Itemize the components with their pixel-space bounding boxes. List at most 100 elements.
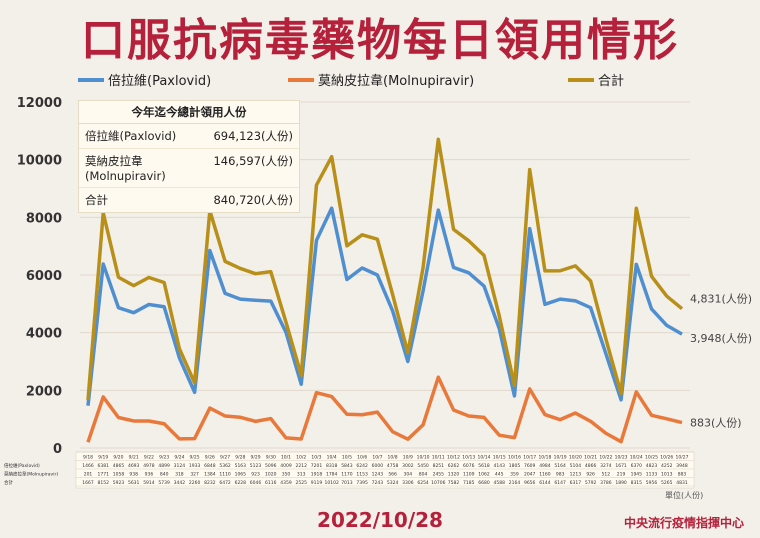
data-table-cell: 1784 [326, 472, 338, 478]
data-table-cell: 2525 [296, 480, 308, 486]
data-table-cell: 6317 [570, 480, 582, 486]
summary-table: 今年迄今總計領用人份 倍拉維(Paxlovid) 694,123(人份) 莫納皮… [78, 100, 300, 213]
legend-item-paxlovid: 倍拉維(Paxlovid) [78, 70, 211, 89]
y-tick-label: 8000 [26, 211, 62, 226]
summary-row-paxlovid: 倍拉維(Paxlovid) 694,123(人份) [79, 124, 299, 149]
data-table-cell: 3124 [174, 463, 186, 469]
x-tick-label: 9/19 [98, 455, 108, 461]
data-table-cell: 5104 [570, 463, 582, 469]
summary-row-total: 合計 840,720(人份) [79, 188, 299, 212]
data-table-cell: 1020 [265, 472, 277, 478]
data-table-cell: 8232 [204, 480, 216, 486]
data-table-cell: 6076 [463, 463, 475, 469]
summary-value: 694,123(人份) [213, 129, 293, 143]
x-tick-label: 9/24 [174, 455, 184, 461]
data-table-cell: 5096 [265, 463, 277, 469]
data-table-cell: 1945 [631, 472, 643, 478]
data-table-cell: 6472 [219, 480, 231, 486]
x-tick-label: 9/21 [129, 455, 139, 461]
y-tick-label: 0 [53, 442, 62, 457]
data-table-bg [75, 451, 695, 489]
data-table-cell: 4899 [158, 463, 170, 469]
data-table-cell: 359 [510, 472, 519, 478]
x-tick-label: 10/13 [462, 455, 475, 461]
data-table-cell: 3274 [600, 463, 612, 469]
data-table-cell: 201 [84, 472, 93, 478]
data-table-cell: 10706 [431, 480, 445, 486]
y-tick-label: 10000 [17, 154, 62, 169]
x-tick-label: 10/4 [327, 455, 337, 461]
data-table-cell: 5265 [661, 480, 673, 486]
y-tick-label: 4000 [26, 327, 62, 342]
x-tick-label: 9/25 [190, 455, 200, 461]
data-table-cell: 1062 [478, 472, 490, 478]
x-tick-label: 10/12 [447, 455, 460, 461]
data-table-cell: 4984 [539, 463, 551, 469]
data-table-cell: 318 [175, 472, 184, 478]
data-table-cell: 1109 [463, 472, 475, 478]
data-table-cell: 313 [297, 472, 306, 478]
data-table-cell: 7013 [341, 480, 353, 486]
legend-item-molnupiravir: 莫納皮拉韋(Molnupiravir) [288, 70, 474, 89]
x-tick-label: 10/1 [281, 455, 291, 461]
data-table-cell: 6381 [98, 463, 110, 469]
data-table-cell: 5956 [646, 480, 658, 486]
data-table-cell: 4143 [494, 463, 506, 469]
series-line-1 [86, 375, 683, 444]
data-table-cell: 3306 [402, 480, 414, 486]
x-tick-label: 10/3 [311, 455, 321, 461]
data-table-cell: 7395 [356, 480, 368, 486]
x-tick-label: 9/26 [205, 455, 215, 461]
legend-swatch-molnupiravir [288, 77, 314, 82]
data-table-cell: 6228 [235, 480, 247, 486]
data-table-cell: 1058 [113, 472, 125, 478]
data-table-cell: 5164 [554, 463, 566, 469]
data-table-cell: 5843 [341, 463, 353, 469]
data-table-cell: 2047 [524, 472, 536, 478]
data-table-cell: 8315 [631, 480, 643, 486]
x-tick-label: 10/7 [372, 455, 382, 461]
data-table-cell: 6254 [417, 480, 429, 486]
data-table-cell: 8318 [326, 463, 338, 469]
x-tick-label: 9/23 [159, 455, 169, 461]
data-table-cell: 4758 [387, 463, 399, 469]
x-tick-label: 9/27 [220, 455, 230, 461]
data-table-row-label: 莫納皮拉韋(Molnupiravir) [4, 471, 58, 478]
end-value-label: 4,831(人份) [690, 293, 752, 306]
x-tick-label: 9/30 [266, 455, 276, 461]
summary-heading: 今年迄今總計領用人份 [79, 101, 299, 124]
x-tick-label: 9/29 [250, 455, 260, 461]
data-table-cell: 10102 [325, 480, 339, 486]
x-tick-label: 10/16 [508, 455, 521, 461]
data-table-cell: 1805 [509, 463, 521, 469]
data-table-cell: 2260 [189, 480, 201, 486]
data-table-cell: 1160 [539, 472, 551, 478]
data-table-cell: 1153 [356, 472, 368, 478]
x-tick-label: 10/6 [357, 455, 367, 461]
data-table-cell: 6116 [265, 480, 277, 486]
x-tick-label: 10/5 [342, 455, 352, 461]
data-table-cell: 304 [404, 472, 413, 478]
x-tick-label: 10/15 [493, 455, 506, 461]
summary-value: 840,720(人份) [213, 193, 293, 207]
x-tick-label: 10/23 [615, 455, 628, 461]
data-table-cell: 804 [419, 472, 428, 478]
x-tick-label: 10/24 [630, 455, 643, 461]
data-table-cell: 3786 [600, 480, 612, 486]
data-table-cell: 1133 [646, 472, 658, 478]
data-table-cell: 2212 [296, 463, 308, 469]
summary-name: 莫納皮拉韋(Molnupiravir) [85, 154, 166, 183]
data-table-cell: 6046 [250, 480, 262, 486]
data-table-cell: 3002 [402, 463, 414, 469]
x-tick-label: 10/25 [645, 455, 658, 461]
data-table-cell: 1667 [82, 480, 94, 486]
data-table-cell: 5123 [250, 463, 262, 469]
data-table-cell: 883 [678, 472, 687, 478]
x-tick-label: 10/26 [660, 455, 673, 461]
data-table-cell: 4823 [646, 463, 658, 469]
y-tick-label: 12000 [17, 96, 62, 111]
data-table-cell: 6242 [356, 463, 368, 469]
data-table-cell: 6000 [372, 463, 384, 469]
x-tick-label: 10/8 [388, 455, 398, 461]
data-table-cell: 6147 [554, 480, 566, 486]
